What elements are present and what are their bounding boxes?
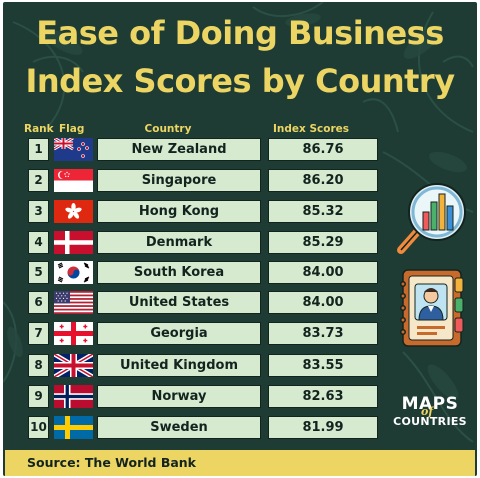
country-cell: Singapore — [97, 169, 261, 192]
logo-text-countries: COUNTRIES — [393, 415, 467, 428]
column-header-flag: Flag — [59, 123, 85, 135]
score-cell: 84.00 — [268, 261, 378, 284]
logo-text-of: of — [421, 405, 434, 418]
rank-cell: 5 — [28, 261, 49, 284]
united-kingdom-flag-icon — [54, 354, 93, 377]
rank-cell: 3 — [28, 200, 49, 223]
norway-flag-icon — [54, 385, 93, 408]
score-cell: 86.76 — [268, 138, 378, 161]
magnifier-chart-icon — [397, 183, 466, 254]
column-header-rank: Rank — [24, 123, 54, 135]
south-korea-flag-icon — [54, 261, 93, 284]
georgia-flag-icon — [54, 322, 93, 345]
rank-cell: 7 — [28, 322, 49, 345]
country-cell: Hong Kong — [97, 200, 261, 223]
column-header-country: Country — [144, 123, 192, 135]
column-header-index-scores: Index Scores — [273, 123, 349, 135]
country-cell: Sweden — [97, 416, 261, 439]
score-cell: 83.55 — [268, 354, 378, 377]
new-zealand-flag-icon — [54, 138, 93, 161]
profile-folder-icon — [400, 269, 464, 347]
score-cell: 85.32 — [268, 200, 378, 223]
infographic-card: Ease of Doing Business Index Scores by C… — [3, 2, 477, 476]
hong-kong-flag-icon — [54, 200, 93, 223]
country-cell: Denmark — [97, 231, 261, 254]
country-cell: United Kingdom — [97, 354, 261, 377]
score-cell: 83.73 — [268, 322, 378, 345]
page-title-line-2: Index Scores by Country — [25, 62, 455, 100]
country-cell: Norway — [97, 385, 261, 408]
score-cell: 81.99 — [268, 416, 378, 439]
footer-bar: Source: The World Bank — [5, 450, 475, 476]
leaf-pattern-background — [3, 2, 474, 443]
country-cell: New Zealand — [97, 138, 261, 161]
country-cell: United States — [97, 291, 261, 314]
score-cell: 84.00 — [268, 291, 378, 314]
rank-cell: 4 — [28, 231, 49, 254]
country-cell: Georgia — [97, 322, 261, 345]
united-states-flag-icon — [54, 291, 93, 314]
logo-text-maps: MAPS — [401, 394, 459, 414]
country-cell: South Korea — [97, 261, 261, 284]
score-cell: 86.20 — [268, 169, 378, 192]
rank-cell: 8 — [28, 354, 49, 377]
rank-cell: 10 — [28, 416, 49, 439]
denmark-flag-icon — [54, 231, 93, 254]
singapore-flag-icon — [54, 169, 93, 192]
sweden-flag-icon — [54, 416, 93, 439]
rank-cell: 1 — [28, 138, 49, 161]
score-cell: 85.29 — [268, 231, 378, 254]
score-cell: 82.63 — [268, 385, 378, 408]
rank-cell: 2 — [28, 169, 49, 192]
maps-of-countries-logo: MAPS of COUNTRIES — [389, 394, 471, 438]
rank-cell: 9 — [28, 385, 49, 408]
source-note: Source: The World Bank — [27, 455, 197, 470]
rank-cell: 6 — [28, 291, 49, 314]
page-title-line-1: Ease of Doing Business — [36, 14, 444, 52]
